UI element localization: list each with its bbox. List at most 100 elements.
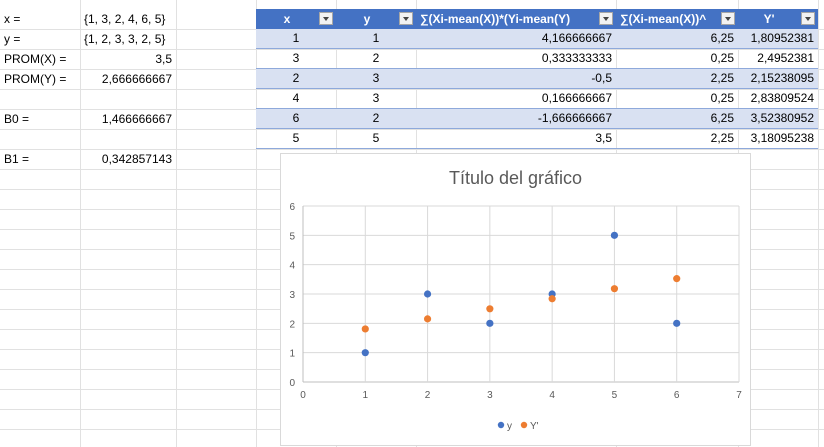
data-point-y [610,231,619,239]
table-row: 5 5 3,5 2,25 3,18095238 [256,129,818,149]
x-label-cell[interactable]: x = [4,12,21,26]
b1-label-cell[interactable]: B1 = [4,152,30,166]
cell-variance[interactable]: 2,25 [710,71,734,85]
b0-value-cell[interactable]: 1,466666667 [101,112,172,126]
y-tick-label: 6 [289,202,295,213]
data-point-y-predicted [673,275,681,283]
table-row: 6 2 -1,666666667 6,25 3,52380952 [256,109,818,129]
scatter-chart[interactable]: Título del gráfico 0 1 2 3 4 5 6 0 1 2 3 4 5 6 7 y Y' [280,153,751,446]
cell-y-predicted[interactable]: 2,83809524 [750,91,814,105]
cell-covariance[interactable]: 0,333333333 [541,51,612,65]
grid-line [0,49,824,50]
x-tick-label: 4 [549,390,555,401]
filter-dropdown-icon[interactable] [801,12,815,25]
x-tick-label: 6 [674,390,680,401]
header-y-predicted[interactable]: Y' [763,12,775,26]
cell-covariance[interactable]: -0,5 [591,71,612,85]
x-set-cell[interactable]: {1, 3, 2, 4, 6, 5} [84,12,166,26]
filter-dropdown-icon[interactable] [599,12,613,25]
table-row: 4 3 0,166666667 0,25 2,83809524 [256,89,818,109]
grid-line [0,129,824,130]
cell-y[interactable]: 3 [372,71,380,85]
cell-covariance[interactable]: 3,5 [595,131,612,145]
prom-x-value-cell[interactable]: 3,5 [155,52,172,66]
x-tick-label: 5 [612,390,618,401]
prom-x-label-cell[interactable]: PROM(X) = [4,52,67,66]
data-point-y [673,319,681,327]
header-x[interactable]: x [283,12,291,26]
cell-y[interactable]: 2 [372,51,380,65]
grid-line [176,0,177,447]
cell-x[interactable]: 5 [292,131,300,145]
y-tick-label: 0 [289,378,295,389]
cell-variance[interactable]: 0,25 [710,51,734,65]
y-tick-label: 3 [289,290,295,301]
legend-marker-y [497,421,505,429]
header-variance[interactable]: ∑(Xi-mean(X))^ [620,12,707,26]
y-tick-label: 2 [289,319,295,330]
cell-covariance[interactable]: 4,166666667 [541,31,612,45]
b1-value-cell[interactable]: 0,342857143 [101,152,172,166]
cell-y-predicted[interactable]: 3,18095238 [750,131,814,145]
cell-x[interactable]: 2 [292,71,300,85]
legend-label-y: y [507,421,512,432]
y-tick-label: 1 [289,349,295,360]
legend-label-y-predicted: Y' [530,421,539,432]
data-point-y [423,290,432,298]
cell-y-predicted[interactable]: 2,4952381 [757,51,814,65]
y-tick-label: 4 [289,261,295,272]
prom-y-value-cell[interactable]: 2,666666667 [101,72,172,86]
grid-line [818,0,819,447]
table-header: x y ∑(Xi-mean(X))*(Yi-mean(Y) ∑(Xi-mean(… [256,9,818,29]
cell-variance[interactable]: 6,25 [710,31,734,45]
filter-dropdown-icon[interactable] [721,12,735,25]
data-point-y-predicted [423,315,432,323]
grid-line [256,0,257,447]
cell-x[interactable]: 4 [292,91,300,105]
table-row: 3 2 0,333333333 0,25 2,4952381 [256,49,818,69]
cell-x[interactable]: 3 [292,51,300,65]
x-tick-label: 1 [363,390,369,401]
data-point-y [361,349,369,357]
cell-y-predicted[interactable]: 1,80952381 [750,31,814,45]
data-point-y-predicted [486,305,494,313]
chart-title[interactable]: Título del gráfico [448,168,583,188]
filter-dropdown-icon[interactable] [399,12,413,25]
grid-line [0,89,824,90]
prom-y-label-cell[interactable]: PROM(Y) = [4,72,67,86]
cell-y-predicted[interactable]: 2,15238095 [750,71,814,85]
cell-covariance[interactable]: 0,166666667 [541,91,612,105]
chart-plot: 0 1 2 3 4 5 6 0 1 2 3 4 5 6 7 y Y' [289,202,742,432]
cell-y[interactable]: 5 [372,131,380,145]
grid-line [80,0,81,447]
data-point-y-predicted [361,325,369,333]
x-tick-label: 3 [487,390,493,401]
filter-dropdown-icon[interactable] [319,12,333,25]
b0-label-cell[interactable]: B0 = [4,112,30,126]
cell-x[interactable]: 1 [292,31,300,45]
cell-y[interactable]: 1 [372,31,380,45]
data-point-y-predicted [610,285,619,293]
x-tick-label: 7 [736,390,742,401]
header-y[interactable]: y [363,12,371,26]
cell-variance[interactable]: 2,25 [710,131,734,145]
grid-line [0,149,824,150]
data-point-y [486,319,494,327]
y-set-cell[interactable]: {1, 2, 3, 3, 2, 5} [84,32,166,46]
cell-x[interactable]: 6 [292,111,300,125]
cell-y[interactable]: 2 [372,111,380,125]
header-covariance[interactable]: ∑(Xi-mean(X))*(Yi-mean(Y) [420,12,571,26]
cell-y[interactable]: 3 [372,91,380,105]
cell-variance[interactable]: 0,25 [710,91,734,105]
table-row: 2 3 -0,5 2,25 2,15238095 [256,69,818,89]
cell-variance[interactable]: 6,25 [710,111,734,125]
table-row: 1 1 4,166666667 6,25 1,80952381 [256,29,818,49]
cell-covariance[interactable]: -1,666666667 [537,111,612,125]
x-tick-label: 0 [300,390,306,401]
data-point-y-predicted [548,295,556,303]
legend-marker-y-predicted [520,421,528,429]
y-label-cell[interactable]: y = [4,32,21,46]
cell-y-predicted[interactable]: 3,52380952 [750,111,814,125]
y-tick-label: 5 [289,231,295,242]
x-tick-label: 2 [425,390,431,401]
